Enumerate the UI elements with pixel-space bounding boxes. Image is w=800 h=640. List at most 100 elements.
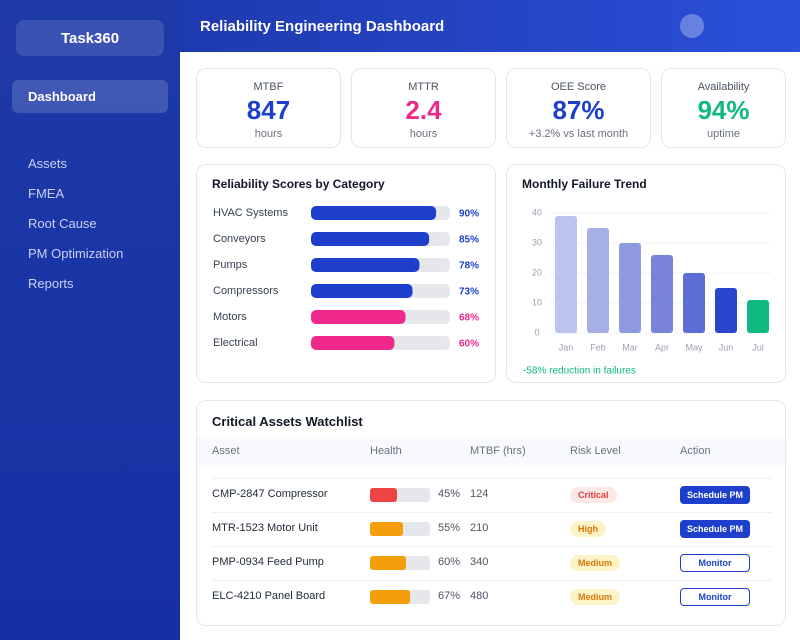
bar	[311, 232, 430, 246]
nav-item[interactable]: Reports	[28, 276, 74, 291]
nav-item[interactable]: FMEA	[28, 186, 65, 201]
kpi-card: OEE Score 87% +3.2% vs last month	[506, 68, 651, 148]
nav-item[interactable]: PM Optimization	[28, 246, 124, 261]
x-tick-label: May	[685, 342, 703, 352]
risk-pill: Medium	[570, 589, 621, 605]
column-header: MTBF (hrs)	[470, 445, 526, 457]
kpi-value: 87%	[552, 95, 605, 125]
bar	[311, 258, 420, 272]
health-bar	[370, 556, 406, 570]
value-label: 60%	[459, 339, 479, 350]
bar	[311, 206, 437, 220]
health-label: 45%	[438, 488, 461, 500]
kpi-sub: hours	[254, 128, 283, 140]
health-bar	[370, 522, 403, 536]
category-label: Conveyors	[213, 233, 266, 245]
action-button[interactable]: Schedule PM	[680, 520, 750, 538]
kpi-value: 847	[246, 95, 291, 125]
bar	[555, 216, 577, 333]
chart-card: Reliability Scores by Category HVAC Syste…	[196, 164, 496, 383]
kpi-sub: +3.2% vs last month	[528, 128, 629, 140]
column-header: Risk Level	[570, 445, 621, 457]
y-tick-label: 0	[534, 327, 539, 337]
kpi-sub: uptime	[706, 128, 741, 140]
action-button[interactable]: Monitor	[680, 588, 750, 606]
kpi-label: OEE Score	[550, 81, 607, 93]
chart: Monthly Failure Trend 0 10 20 30 40 Jan Feb Mar A…	[522, 177, 771, 377]
mtbf: 124	[470, 488, 489, 500]
mtbf: 340	[470, 556, 489, 568]
chart-title: Reliability Scores by Category	[212, 177, 385, 191]
column-header: Health	[370, 445, 402, 457]
category-label: Compressors	[213, 285, 279, 297]
asset-name: CMP-2847 Compressor	[212, 488, 328, 500]
x-tick-label: Jul	[752, 342, 764, 352]
table-card: Critical Assets Watchlist Asset Health MTBF…	[196, 400, 786, 626]
asset-name: MTR-1523 Motor Unit	[212, 522, 318, 534]
risk-pill: Medium	[570, 555, 621, 571]
health-label: 60%	[438, 556, 461, 568]
annotation: -58% reduction in failures	[523, 366, 636, 377]
bar	[683, 273, 705, 333]
avatar[interactable]	[680, 14, 704, 38]
action-button[interactable]: Monitor	[680, 554, 750, 572]
chart: Reliability Scores by Category HVAC Syste…	[212, 177, 479, 350]
bar	[619, 243, 641, 333]
category-label: Electrical	[213, 337, 258, 349]
x-tick-label: Apr	[655, 342, 669, 352]
row-divider	[212, 580, 772, 581]
bar	[651, 255, 673, 333]
category-label: Motors	[213, 311, 247, 323]
value-label: 85%	[459, 235, 479, 246]
y-tick-label: 30	[532, 237, 542, 247]
health-label: 55%	[438, 522, 461, 534]
x-tick-label: Feb	[590, 342, 606, 352]
asset-name: ELC-4210 Panel Board	[212, 590, 326, 602]
table-header	[197, 437, 785, 465]
kpi-card: Availability 94% uptime	[661, 68, 786, 148]
sidebar: Task360 Dashboard Assets FMEA Root Cause PM …	[0, 0, 180, 640]
asset-name: PMP-0934 Feed Pump	[212, 556, 324, 568]
nav-item[interactable]: Root Cause	[28, 216, 97, 231]
category-label: Pumps	[213, 259, 248, 271]
risk-pill: Critical	[570, 487, 617, 503]
nav-item[interactable]: Assets	[28, 156, 68, 171]
mtbf: 210	[470, 522, 489, 534]
value-label: 90%	[459, 209, 479, 220]
kpi-value: 2.4	[405, 95, 442, 125]
risk-pill: High	[570, 521, 606, 537]
bar	[587, 228, 609, 333]
kpi-card: MTBF 847 hours	[196, 68, 341, 148]
bar	[715, 288, 737, 333]
bar	[747, 300, 769, 333]
bar	[311, 284, 413, 298]
bar	[311, 310, 406, 324]
health-label: 67%	[438, 590, 461, 602]
bar	[311, 336, 395, 350]
value-label: 78%	[459, 261, 479, 272]
x-tick-label: Jun	[719, 342, 734, 352]
y-tick-label: 40	[532, 207, 542, 217]
kpi-sub: hours	[409, 128, 438, 140]
value-label: 68%	[459, 313, 479, 324]
row-divider	[212, 512, 772, 513]
kpi-value: 94%	[697, 95, 750, 125]
row-divider	[212, 478, 772, 479]
header-title: Reliability Engineering Dashboard	[200, 18, 445, 35]
x-tick-label: Jan	[559, 342, 574, 352]
kpi-label: MTBF	[253, 81, 284, 93]
row-divider	[212, 546, 772, 547]
value-label: 73%	[459, 287, 479, 298]
action-button[interactable]: Schedule PM	[680, 486, 750, 504]
table-title: Critical Assets Watchlist	[212, 414, 363, 429]
nav-item[interactable]: Dashboard	[12, 80, 168, 113]
kpi-card: MTTR 2.4 hours	[351, 68, 496, 148]
category-label: HVAC Systems	[213, 207, 288, 219]
chart-card: Monthly Failure Trend 0 10 20 30 40 Jan Feb Mar A…	[506, 164, 786, 383]
kpi-label: Availability	[697, 81, 750, 93]
health-bar	[370, 488, 397, 502]
column-header: Action	[680, 445, 711, 457]
header: Reliability Engineering Dashboard	[180, 0, 800, 52]
chart-title: Monthly Failure Trend	[522, 177, 647, 191]
